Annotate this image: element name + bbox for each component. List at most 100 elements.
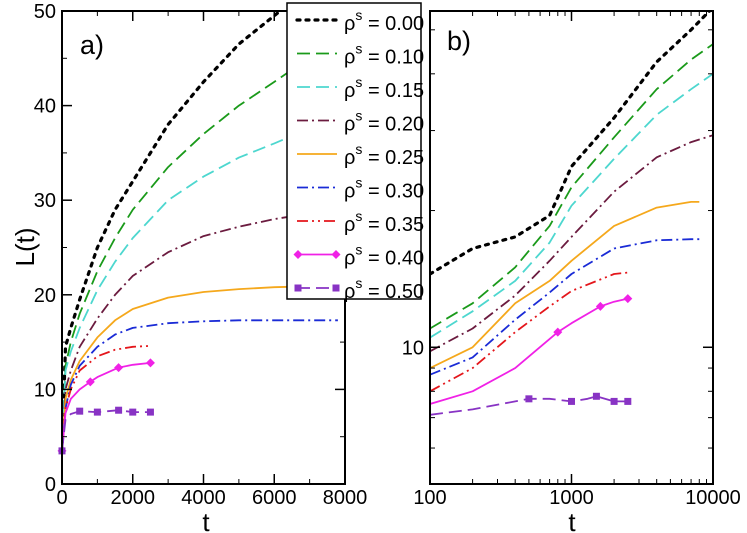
legend-label-sup: s [355,208,362,224]
panel-b-x-tick-label: 1000 [549,487,594,509]
legend-label-sup: s [355,108,362,124]
panel-b: 100 1000 10000 10 b) t [402,10,741,533]
legend-item: ρs = 0.50 [294,275,424,303]
panel-a-series-line [62,345,151,451]
panel-a-x-tick-label: 0 [56,487,67,509]
legend-label-value: = 0.30 [362,181,424,203]
legend-marker [331,250,341,259]
legend-label-base: ρ [344,80,355,102]
legend-label-sup: s [355,41,362,57]
legend-item: ρs = 0.20 [297,108,424,136]
legend-item: ρs = 0.15 [297,74,424,102]
panel-b-data-point [624,397,632,405]
legend-label-sup: s [355,242,362,258]
panel-b-series-line [430,43,713,330]
panel-b-x-tick-label: 10000 [685,487,741,509]
legend-label: ρs = 0.20 [344,108,424,136]
panel-b-data-point [568,397,575,405]
panel-b-label: b) [447,26,471,56]
legend-label-value: = 0.15 [362,80,424,102]
panel-b-frame [429,10,714,485]
panel-a-series-line [62,409,151,452]
legend-label-sup: s [355,275,362,291]
legend-label: ρs = 0.00 [344,7,424,35]
panel-a-data-point [145,358,155,368]
panel-b-data-point [595,301,605,311]
panel-a-x-tick-label: 2000 [111,487,156,509]
panel-a-x-tick-label: 8000 [323,487,368,509]
panel-a-data-point [85,377,95,387]
legend-label-value: = 0.10 [362,47,424,69]
legend-label-base: ρ [344,114,355,136]
panel-b-x-tick-label: 100 [413,487,446,509]
panel-b-data-point [553,327,563,337]
legend-marker [293,250,303,259]
panel-b-series-line [430,238,700,376]
legend-label-value: = 0.25 [362,147,424,169]
legend-label-value: = 0.00 [362,13,424,35]
legend-label: ρs = 0.40 [344,242,424,270]
legend-label: ρs = 0.25 [344,141,424,169]
panel-a-series-line [62,135,293,451]
panel-b-series-line [430,73,713,339]
panel-b-series-line [430,134,713,353]
panel-a-series-line [62,362,151,451]
legend-label-base: ρ [344,13,355,35]
panel-b-data-point [623,294,633,304]
panel-a-data-point [76,407,84,415]
panel-a-ylabel: L(t) [10,228,40,267]
panel-a-data-point [115,406,123,414]
legend-item: ρs = 0.25 [297,141,424,169]
panel-a-label: a) [80,30,104,60]
panel-b-markers [525,294,633,405]
legend-label-value: = 0.20 [362,114,424,136]
panel-a-series-line [62,319,338,451]
panel-a-data-point [146,408,154,416]
panel-a-series-line [62,215,293,451]
panel-b-series-line [430,11,712,276]
panel-a-data-point [93,408,101,416]
panel-a-ticks: 0 2000 4000 6000 8000 0 10 20 30 40 50 [34,1,368,509]
panel-a-y-tick-label: 10 [34,379,56,401]
panel-a-data-point [129,408,137,416]
panel-a-y-tick-label: 30 [34,190,56,212]
legend-marker [294,284,302,292]
legend-label-base: ρ [344,47,355,69]
legend-label-sup: s [355,175,362,191]
panel-a: 0 2000 4000 6000 8000 0 10 20 30 40 50 a) t L(t) [10,1,368,533]
panel-b-data-point [592,392,600,400]
panel-a-y-tick-label: 50 [34,1,56,23]
legend-item: ρs = 0.35 [297,208,424,236]
panel-a-y-tick-label: 20 [34,285,56,307]
panel-a-series-line [62,68,293,451]
legend-label-sup: s [355,7,362,23]
panel-a-series-line [62,11,283,453]
panel-b-series-line [430,297,628,405]
legend-label-value: = 0.50 [362,281,424,303]
legend-label-base: ρ [344,181,355,203]
legend-label: ρs = 0.30 [344,175,424,203]
panel-b-xlabel: t [568,507,576,533]
legend-marker [332,284,340,292]
panel-b-data-point [610,397,618,405]
panel-b-y-tick-label: 10 [402,337,424,359]
panel-a-data-point [114,363,124,373]
legend-item: ρs = 0.30 [297,175,424,203]
legend-label-value: = 0.40 [362,248,424,270]
legend-label-value: = 0.35 [362,214,424,236]
panel-b-data-point [525,395,533,403]
panel-a-x-tick-label: 6000 [252,487,297,509]
panel-b-series-line [430,271,628,393]
panel-a-x-tick-label: 4000 [181,487,226,509]
legend-label: ρs = 0.10 [344,41,424,69]
legend-label-base: ρ [344,214,355,236]
legend-label-base: ρ [344,248,355,270]
panel-b-series [430,11,713,416]
panel-a-series-line [62,285,338,451]
panel-a-y-tick-label: 40 [34,96,56,118]
panel-a-y-tick-label: 0 [45,474,56,496]
panel-b-series-line [430,200,700,369]
